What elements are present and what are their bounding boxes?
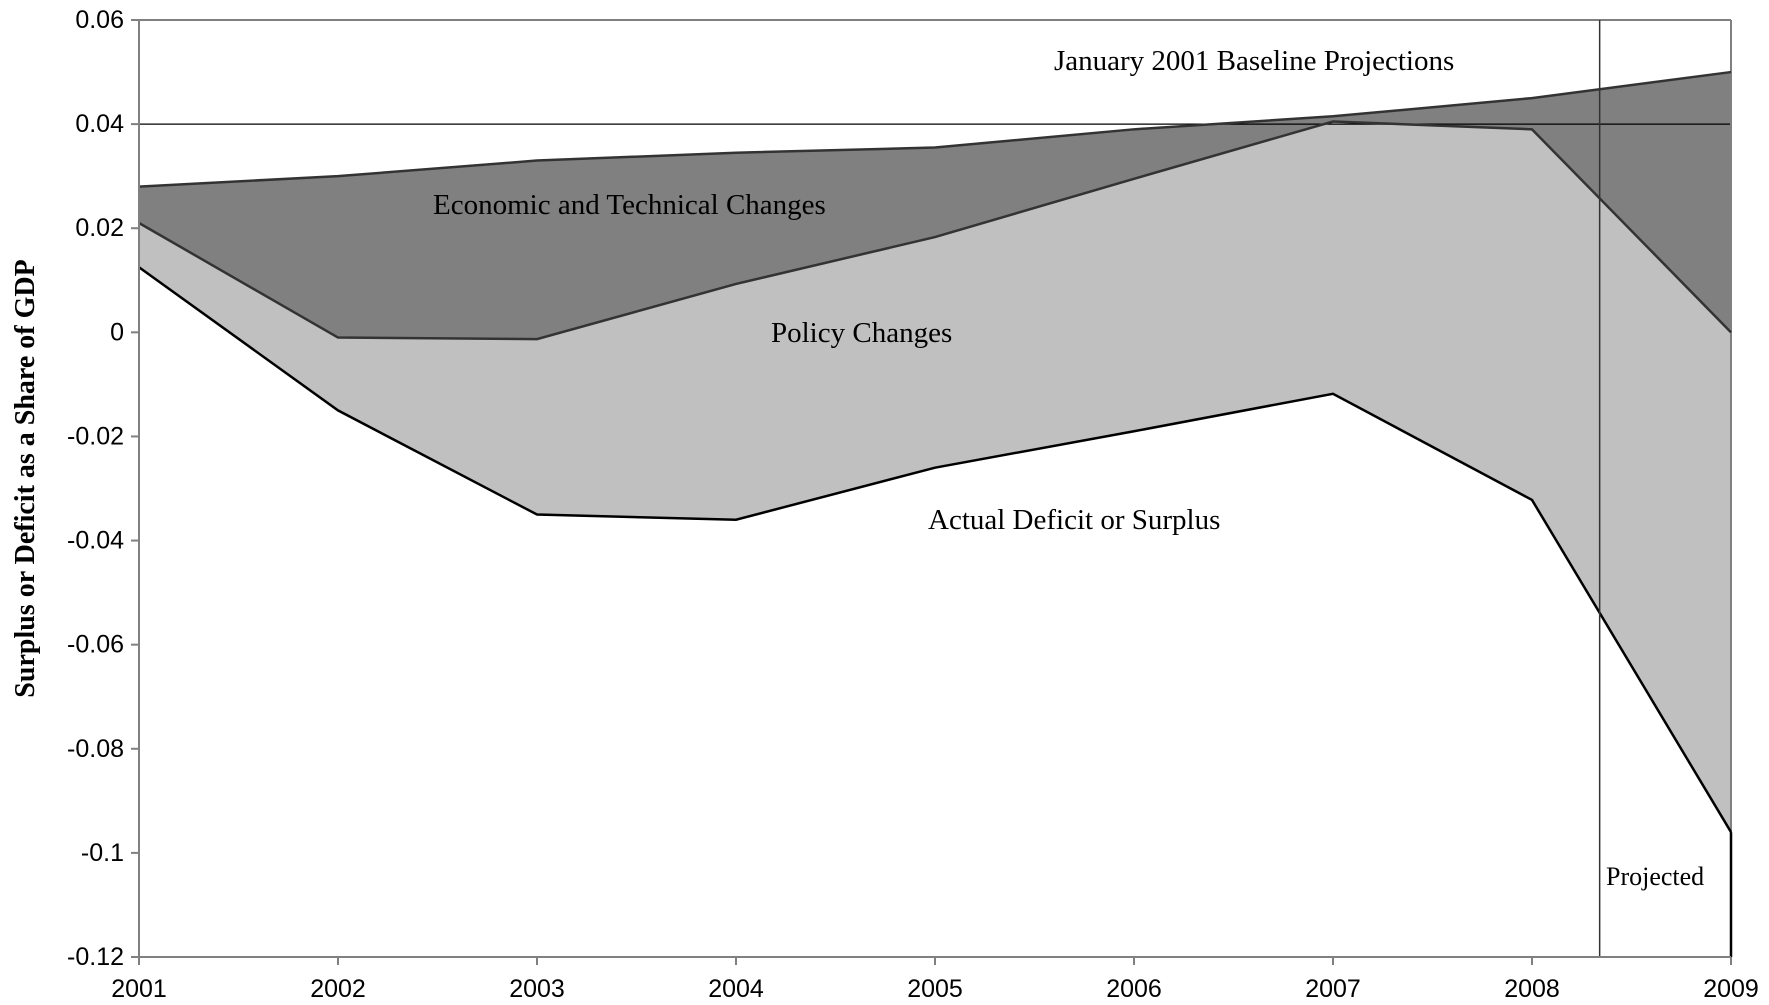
economic-technical-area [139,72,1731,340]
y-tick-label: -0.06 [67,631,124,659]
x-tick-label: 2003 [509,975,565,1003]
y-tick-label: -0.12 [67,943,124,971]
x-tick-label: 2004 [708,975,764,1003]
y-tick-label: 0.04 [75,110,124,138]
y-tick-label: -0.1 [81,839,124,867]
y-tick-label: -0.02 [67,422,124,450]
actual-line [138,266,1733,833]
policy-line [138,120,1732,341]
x-tick-label: 2009 [1703,975,1759,1003]
x-tick-label: 2001 [111,975,167,1003]
annotation-econ-label: Economic and Technical Changes [433,189,826,221]
x-tick-label: 2007 [1305,975,1361,1003]
y-tick-label: 0.06 [75,6,124,34]
y-tick-label: -0.04 [67,527,124,555]
x-tick-label: 2008 [1504,975,1560,1003]
y-tick-label: -0.08 [67,735,124,763]
x-tick-label: 2005 [907,975,963,1003]
baseline-line [138,70,1732,188]
annotation-baseline-label: January 2001 Baseline Projections [1054,45,1454,77]
y-tick-label: 0.02 [75,214,124,242]
annotation-projected-label: Projected [1606,862,1704,891]
annotation-policy-label: Policy Changes [771,317,952,349]
policy-change-area [139,121,1731,833]
annotation-actual-label: Actual Deficit or Surplus [928,504,1220,536]
x-tick-label: 2002 [310,975,366,1003]
y-tick-label: 0 [110,318,124,346]
x-tick-label: 2006 [1106,975,1162,1003]
y-axis-label: Surplus or Deficit as a Share of GDP [10,259,41,697]
